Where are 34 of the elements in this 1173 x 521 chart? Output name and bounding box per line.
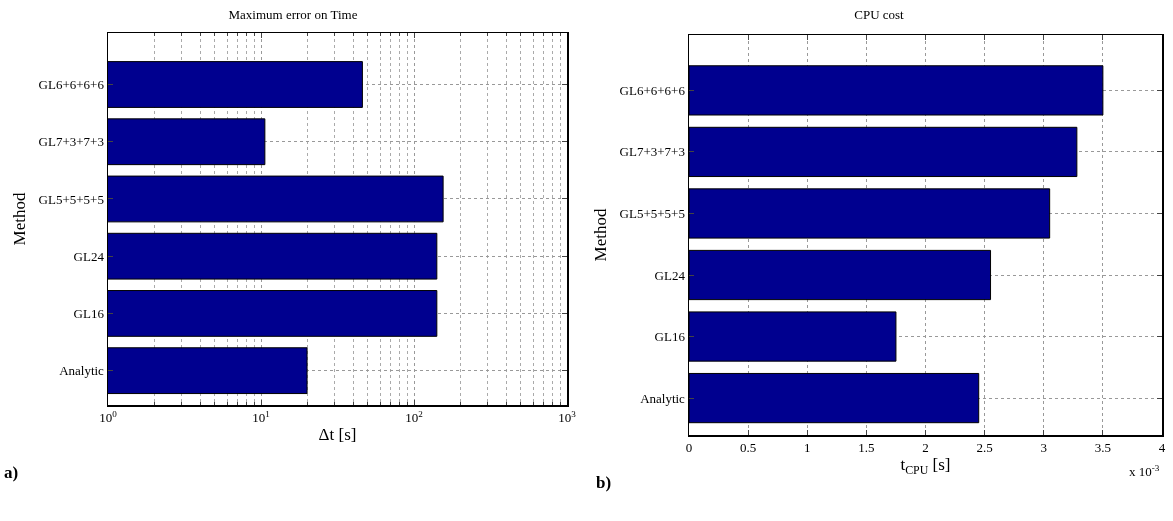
x-tick-label: 2.5 [976,440,993,456]
y-tick-label: GL5+5+5+5 [38,191,104,207]
y-tick-label: GL7+3+7+3 [619,144,685,160]
x-axis-title: Δt [s] [318,425,357,445]
x-tick-label: 3 [1040,440,1047,456]
y-tick-label: GL6+6+6+6 [38,77,105,93]
text: x 10$^{-3}$ [1129,463,1160,480]
y-tick-label: GL16 [73,305,105,321]
x-tick-label: 0.5 [740,440,757,456]
x-tick-label: 10$^{0}$ [99,408,118,426]
y-tick-label: GL16 [654,329,686,345]
y-axis-title: Method [591,208,611,262]
chart-title: Maximum error on Time [228,7,358,23]
text: a) [4,463,19,482]
x-tick-label: 0 [685,440,693,456]
y-tick-label: GL24 [73,248,105,264]
y-tick-label: Analytic [59,363,105,379]
y-tick-label: GL5+5+5+5 [619,206,685,222]
x-tick-label: 10$^{1}$ [252,408,270,426]
y-tick-label: GL24 [654,267,686,283]
y-tick-label: Analytic [640,390,686,406]
y-axis-title: Method [10,192,30,246]
x-tick-label: 2 [922,440,929,456]
y-tick-label: GL6+6+6+6 [619,82,686,98]
chart-title: CPU cost [854,7,905,23]
x-tick-label: 1 [804,440,811,456]
y-tick-label: GL7+3+7+3 [38,134,104,150]
x-tick-label: 3.5 [1094,440,1112,456]
text: b) [596,473,612,492]
x-axis-title: t$_{CPU}$ [s] [900,455,951,477]
x-tick-label: 1.5 [858,440,875,456]
x-tick-label: 4 [1158,440,1166,456]
x-tick-label: 10$^{3}$ [558,408,577,426]
x-tick-label: 10$^{2}$ [405,408,424,426]
